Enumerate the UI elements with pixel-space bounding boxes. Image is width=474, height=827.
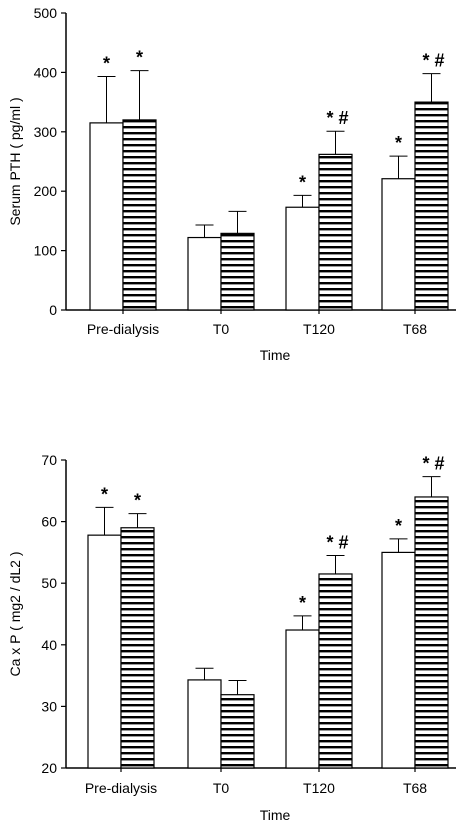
caxp-bar-open <box>87 534 122 769</box>
pth-x-tick-label: T120 <box>303 321 335 337</box>
pth-significance-label: * # <box>326 108 348 128</box>
pth-y-tick-label: 400 <box>34 64 58 80</box>
caxp-y-tick-label: 60 <box>41 514 57 530</box>
pth-significance-label: * <box>395 133 402 153</box>
caxp-y-axis-title: Ca x P ( mg2 / dL2 ) <box>7 551 23 676</box>
pth-bar-striped <box>318 153 353 311</box>
pth-bar-open <box>285 206 320 311</box>
pth-y-tick-label: 200 <box>34 183 58 199</box>
caxp-significance-label: * <box>395 516 402 536</box>
pth-significance-label: * <box>136 48 143 68</box>
caxp-y-tick-label: 30 <box>41 698 57 714</box>
caxp-x-tick-label: T68 <box>403 780 427 796</box>
pth-x-tick-label: T68 <box>403 321 427 337</box>
pth-y-tick-label: 300 <box>34 124 58 140</box>
pth-significance-label: * # <box>422 51 444 71</box>
caxp-significance-label: * # <box>422 454 444 474</box>
caxp-y-tick-label: 40 <box>41 637 57 653</box>
pth-bar-open <box>381 178 416 311</box>
pth-x-tick-label: T0 <box>213 321 230 337</box>
pth-bar-open <box>89 122 124 311</box>
caxp-x-axis-title: Time <box>260 807 291 823</box>
pth-bar-striped <box>414 101 449 311</box>
caxp-bar-open <box>285 629 320 769</box>
pth-bar-open <box>187 236 222 311</box>
pth-x-axis-title: Time <box>260 347 291 363</box>
pth-y-tick-label: 0 <box>49 302 57 318</box>
pth-significance-label: * <box>103 54 110 74</box>
caxp-significance-label: * <box>134 491 141 511</box>
caxp-bar-striped <box>220 694 255 769</box>
serum-pth-chart: 0 100 200 300 400 500 Serum PTH ( pg/ml ) Pre-d… <box>7 5 456 363</box>
pth-y-tick-label: 100 <box>34 243 58 259</box>
pth-significance-label: * <box>299 172 306 192</box>
caxp-bar-open <box>381 551 416 769</box>
pth-bar-striped <box>220 232 255 311</box>
pth-y-tick-label: 500 <box>34 5 58 21</box>
caxp-bar-striped <box>318 573 353 769</box>
caxp-bar-striped <box>414 496 449 769</box>
caxp-significance-label: * <box>299 593 306 613</box>
caxp-significance-label: * # <box>326 532 348 552</box>
pth-y-axis-title: Serum PTH ( pg/ml ) <box>7 97 23 225</box>
caxp-bar-striped <box>120 527 155 769</box>
caxp-x-tick-label: T120 <box>303 780 335 796</box>
pth-bar-striped <box>122 119 157 311</box>
caxp-y-tick-label: 50 <box>41 575 57 591</box>
caxp-x-tick-label: Pre-dialysis <box>85 780 157 796</box>
caxp-y-tick-label: 20 <box>41 760 57 776</box>
caxp-x-tick-label: T0 <box>213 780 230 796</box>
caxp-y-tick-label: 70 <box>41 452 57 468</box>
caxp-significance-label: * <box>101 484 108 504</box>
caxp-bar-open <box>187 679 222 769</box>
ca-x-p-chart: 20 30 40 50 60 70 Ca x P ( mg2 / dL2 ) Pre-dial… <box>7 452 456 823</box>
pth-x-tick-label: Pre-dialysis <box>87 321 159 337</box>
